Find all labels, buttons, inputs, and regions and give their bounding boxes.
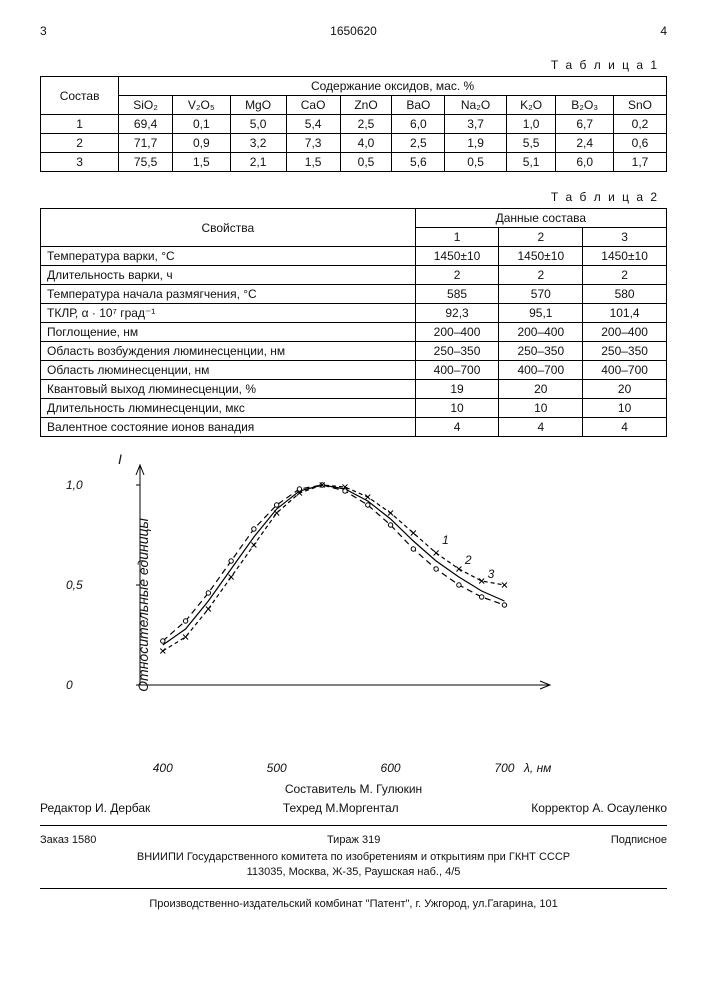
series-label-3: 3 bbox=[488, 567, 495, 581]
order: Заказ 1580 bbox=[40, 834, 96, 846]
table2: СвойстваДанные состава123Температура вар… bbox=[40, 208, 667, 437]
footer-org: ВНИИПИ Государственного комитета по изоб… bbox=[40, 850, 667, 881]
tirage: Тираж 319 bbox=[327, 834, 380, 846]
table1-label: Т а б л и ц а 1 bbox=[40, 58, 659, 72]
y-tick: 1,0 bbox=[66, 478, 83, 492]
x-tick: 400 bbox=[153, 761, 173, 775]
page-center: 1650620 bbox=[330, 24, 377, 38]
page-right: 4 bbox=[660, 24, 667, 38]
divider-1 bbox=[40, 825, 667, 826]
table1: СоставСодержание оксидов, мас. %SiO₂V₂O₅… bbox=[40, 76, 667, 172]
y-axis-title: Относительные единицы bbox=[135, 518, 151, 692]
y-tick: 0 bbox=[66, 678, 73, 692]
page-left: 3 bbox=[40, 24, 47, 38]
table2-label: Т а б л и ц а 2 bbox=[40, 190, 659, 204]
y-tick: 0,5 bbox=[66, 578, 83, 592]
page-header: 3 1650620 4 bbox=[40, 24, 667, 38]
series-label-1: 1 bbox=[442, 533, 449, 547]
print-line: Производственно-издательский комбинат "П… bbox=[40, 897, 667, 912]
x-tick: 700 bbox=[494, 761, 514, 775]
compiler-line: Составитель М. Гулюкин bbox=[40, 781, 667, 798]
credits-block: Составитель М. Гулюкин Редактор И. Дерба… bbox=[40, 781, 667, 817]
chart-svg bbox=[100, 455, 560, 715]
x-axis-title: λ, нм bbox=[524, 761, 551, 775]
org: ВНИИПИ Государственного комитета по изоб… bbox=[40, 850, 667, 865]
order-row: Заказ 1580 Тираж 319 Подписное bbox=[40, 834, 667, 846]
x-tick: 600 bbox=[381, 761, 401, 775]
divider-2 bbox=[40, 888, 667, 889]
sign: Подписное bbox=[611, 834, 667, 846]
addr: 113035, Москва, Ж-35, Раушская наб., 4/5 bbox=[40, 865, 667, 880]
techred: Техред М.Моргентал bbox=[283, 800, 399, 817]
corrector: Корректор А. Осауленко bbox=[531, 800, 667, 817]
x-tick: 500 bbox=[267, 761, 287, 775]
luminescence-chart: I Относительные единицы 00,51,0400500600… bbox=[100, 455, 607, 755]
editor: Редактор И. Дербак bbox=[40, 800, 150, 817]
series-label-2: 2 bbox=[465, 553, 472, 567]
y-top-symbol: I bbox=[118, 451, 122, 467]
